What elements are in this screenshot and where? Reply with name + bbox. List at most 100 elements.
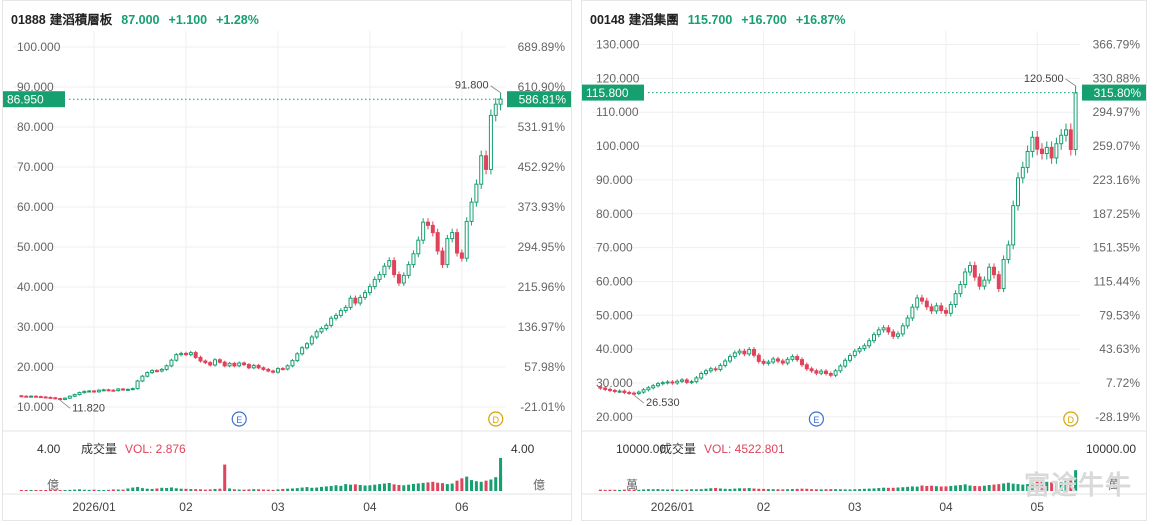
event-marker-letter: D	[492, 415, 499, 425]
y-tick-label: 90.000	[596, 173, 633, 187]
volume-bar	[387, 482, 391, 491]
candle-up	[636, 391, 641, 394]
event-marker-d	[488, 411, 504, 427]
candle-up	[732, 352, 737, 358]
futu-watermark: 富途牛牛	[1023, 470, 1132, 500]
candle-up	[948, 303, 953, 314]
candle-up	[1073, 92, 1078, 150]
volume-bar	[319, 486, 324, 491]
candle-down	[713, 368, 718, 371]
volume-bar	[685, 489, 689, 491]
candle-up	[188, 352, 193, 356]
volume-bar	[680, 489, 684, 491]
volume-bar	[397, 485, 401, 491]
candle-down	[392, 260, 397, 276]
candle-up	[641, 389, 646, 393]
candle-up	[474, 183, 479, 203]
candle-down	[828, 373, 833, 376]
volume-bar	[24, 490, 28, 491]
candle-up	[694, 377, 699, 383]
candle-down	[430, 224, 435, 234]
stock-price: 115.700	[687, 13, 733, 27]
y-tick-label: 110.000	[596, 105, 639, 119]
volume-bar	[349, 484, 353, 491]
x-tick-label: 04	[939, 500, 953, 514]
x-tick-label: 04	[363, 500, 377, 514]
candle-up	[876, 329, 881, 336]
candle-down	[891, 331, 896, 337]
chart-panel-01888: 01888 建滔積層板 87.000 +1.100 +1.28% 100.000 689.…	[2, 0, 572, 521]
volume-bar	[1002, 483, 1006, 491]
candlestick-chart-01888[interactable]: 100.000 689.89% 90.000 610.90% 80.000 531.91%…	[3, 1, 571, 520]
max-marker-line	[490, 85, 501, 94]
volume-top-label-right: 10000.00	[1086, 442, 1136, 456]
volume-bar	[174, 488, 178, 491]
candle-up	[848, 355, 852, 361]
candle-up	[82, 390, 87, 394]
volume-bar	[872, 488, 876, 491]
x-tick-label: 2026/01	[72, 500, 116, 514]
pct-tick-label: 187.25%	[1093, 207, 1141, 221]
candle-up	[319, 328, 324, 333]
candle-down	[440, 250, 445, 266]
pct-tick-label: 689.89%	[518, 40, 566, 54]
volume-bar	[1030, 482, 1034, 491]
candle-up	[334, 314, 339, 319]
x-tick-label: 02	[757, 500, 771, 514]
volume-bar	[310, 487, 314, 491]
volume-bar	[632, 489, 636, 491]
candlestick-chart-00148[interactable]: 130.000 366.79% 120.000 330.88% 110.000 294.9…	[582, 1, 1146, 520]
volume-bar	[465, 476, 469, 491]
pct-tick-label: 136.97%	[518, 320, 566, 334]
candle-up	[857, 347, 862, 352]
candle-up	[96, 389, 101, 393]
volume-bar	[757, 488, 761, 491]
candle-up	[125, 388, 130, 391]
volume-bar	[781, 489, 785, 491]
volume-bar	[179, 488, 183, 491]
candle-up	[843, 359, 848, 367]
volume-bar	[819, 489, 823, 491]
pct-tick-label: 366.79%	[1093, 38, 1141, 52]
volume-bar	[810, 489, 814, 491]
volume-bar	[982, 485, 986, 491]
candle-up	[1020, 166, 1025, 179]
volume-bar	[997, 484, 1001, 491]
volume-bar	[598, 489, 602, 491]
volume-bar	[53, 490, 57, 491]
candle-up	[867, 340, 872, 347]
volume-bar	[242, 489, 246, 491]
stock-price: 87.000	[121, 13, 160, 27]
candle-down	[261, 367, 266, 370]
candle-up	[295, 353, 300, 362]
y-tick-label: 100.000	[596, 139, 640, 153]
volume-bar	[714, 488, 718, 491]
volume-bar	[363, 485, 367, 491]
volume-bar	[257, 489, 261, 491]
candle-up	[1016, 177, 1020, 207]
crosshair-pct-box	[507, 91, 571, 108]
volume-bar	[266, 489, 270, 491]
chart-panel-00148: 00148 建滔集團 115.700 +16.700 +16.87% 130.000 36…	[581, 0, 1147, 521]
volume-bar	[189, 489, 193, 491]
candle-up	[87, 390, 92, 393]
candle-down	[809, 368, 814, 372]
volume-bar	[656, 489, 660, 491]
pct-tick-label: 151.35%	[1093, 241, 1141, 255]
candle-up	[953, 293, 958, 305]
candle-up	[881, 327, 886, 331]
candle-up	[169, 359, 174, 367]
volume-bar	[762, 488, 766, 491]
event-marker-d	[1063, 411, 1079, 427]
candle-down	[271, 370, 276, 373]
candle-up	[1025, 150, 1030, 168]
volume-bar	[834, 489, 838, 491]
volume-bar	[271, 489, 275, 491]
volume-bar	[1069, 479, 1073, 491]
candle-up	[1001, 258, 1006, 290]
candle-up	[62, 397, 67, 400]
candle-up	[401, 274, 406, 284]
volume-bar	[709, 488, 713, 491]
candle-down	[455, 232, 460, 254]
volume-bar	[329, 485, 333, 491]
